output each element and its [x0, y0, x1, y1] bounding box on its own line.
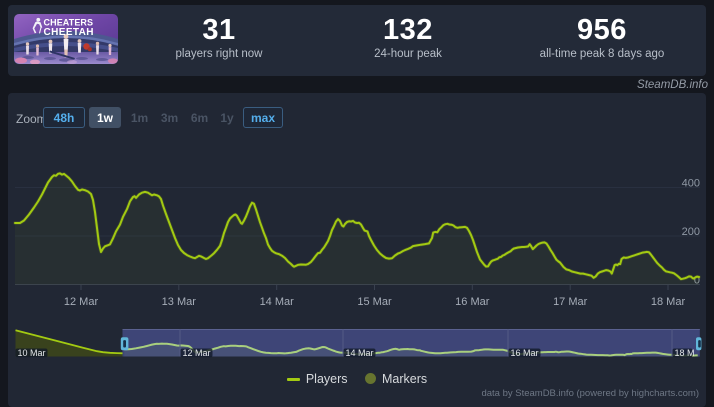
- svg-text:400: 400: [682, 178, 700, 190]
- svg-text:0: 0: [694, 275, 700, 287]
- svg-text:18 Mar: 18 Mar: [651, 296, 686, 308]
- svg-text:12 Mar: 12 Mar: [64, 296, 99, 308]
- svg-text:16 Mar: 16 Mar: [455, 296, 490, 308]
- svg-text:CHEATERS: CHEATERS: [44, 18, 94, 28]
- svg-text:CHEETAH: CHEETAH: [44, 27, 94, 38]
- svg-text:14 Mar: 14 Mar: [260, 296, 295, 308]
- svg-text:10 Mar: 10 Mar: [18, 348, 46, 358]
- svg-text:12 Mar: 12 Mar: [183, 348, 211, 358]
- svg-text:17 Mar: 17 Mar: [553, 296, 588, 308]
- svg-text:14 Mar: 14 Mar: [346, 348, 374, 358]
- svg-text:16 Mar: 16 Mar: [511, 348, 539, 358]
- svg-text:15 Mar: 15 Mar: [357, 296, 392, 308]
- svg-text:13 Mar: 13 Mar: [162, 296, 197, 308]
- svg-text:18 M: 18 M: [675, 348, 695, 358]
- svg-text:200: 200: [682, 226, 700, 238]
